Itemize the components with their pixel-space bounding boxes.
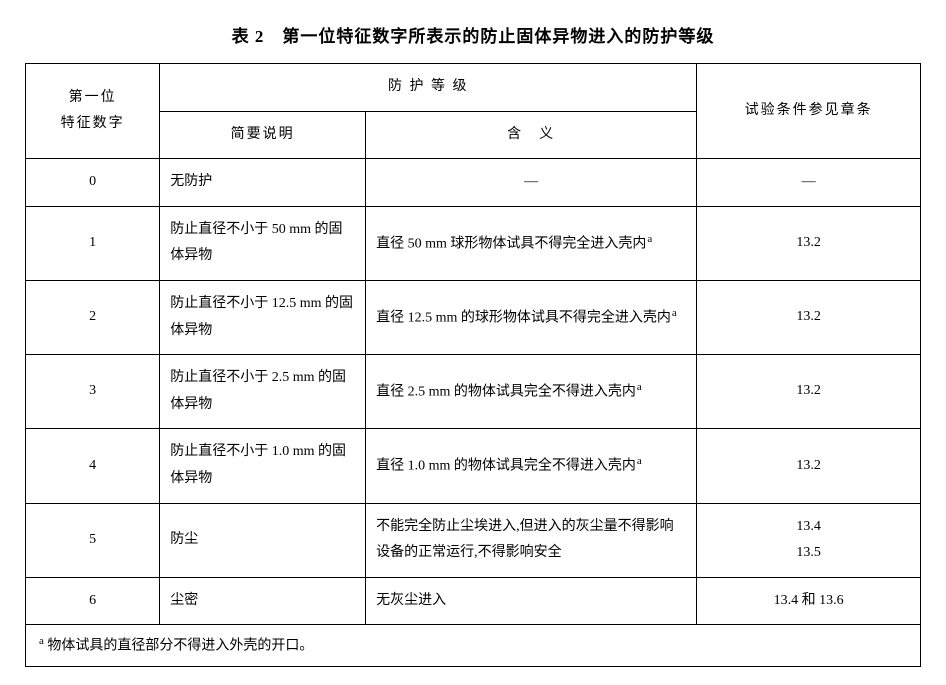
cell-digit: 4 [26, 429, 160, 503]
table-caption: 表 2 第一位特征数字所表示的防止固体异物进入的防护等级 [25, 22, 921, 47]
cell-test: 13.4 和 13.6 [697, 577, 921, 625]
table-row: 0无防护—— [26, 159, 921, 207]
header-digit-line1: 第一位 [36, 85, 149, 112]
cell-digit: 1 [26, 206, 160, 280]
table-row: 5防尘不能完全防止尘埃进入,但进入的灰尘量不得影响设备的正常运行,不得影响安全1… [26, 503, 921, 577]
table-row: 3防止直径不小于 2.5 mm 的固体异物直径 2.5 mm 的物体试具完全不得… [26, 355, 921, 429]
cell-brief: 防止直径不小于 12.5 mm 的固体异物 [160, 280, 366, 354]
footnote-ref: a [672, 307, 677, 319]
cell-digit: 6 [26, 577, 160, 625]
header-digit: 第一位 特征数字 [26, 64, 160, 159]
cell-meaning: 直径 1.0 mm 的物体试具完全不得进入壳内a [366, 429, 697, 503]
protection-grade-table: 第一位 特征数字 防 护 等 级 试验条件参见章条 简要说明 含 义 0无防护—… [25, 63, 921, 667]
cell-brief: 防尘 [160, 503, 366, 577]
table-body: 0无防护——1防止直径不小于 50 mm 的固体异物直径 50 mm 球形物体试… [26, 159, 921, 625]
footnote-ref: a [637, 455, 642, 467]
cell-test: 13.413.5 [697, 503, 921, 577]
cell-brief: 尘密 [160, 577, 366, 625]
header-group: 防 护 等 级 [160, 64, 697, 112]
cell-meaning: 无灰尘进入 [366, 577, 697, 625]
cell-brief: 防止直径不小于 2.5 mm 的固体异物 [160, 355, 366, 429]
footnote-ref: a [647, 233, 652, 245]
cell-test: 13.2 [697, 206, 921, 280]
header-digit-line2: 特征数字 [36, 111, 149, 138]
table-row: 2防止直径不小于 12.5 mm 的固体异物直径 12.5 mm 的球形物体试具… [26, 280, 921, 354]
table-row: 6尘密无灰尘进入13.4 和 13.6 [26, 577, 921, 625]
cell-digit: 5 [26, 503, 160, 577]
cell-test: — [697, 159, 921, 207]
cell-brief: 防止直径不小于 50 mm 的固体异物 [160, 206, 366, 280]
cell-digit: 3 [26, 355, 160, 429]
cell-meaning: 直径 50 mm 球形物体试具不得完全进入壳内a [366, 206, 697, 280]
cell-test: 13.2 [697, 429, 921, 503]
cell-meaning: — [366, 159, 697, 207]
table-row: 1防止直径不小于 50 mm 的固体异物直径 50 mm 球形物体试具不得完全进… [26, 206, 921, 280]
cell-test: 13.2 [697, 280, 921, 354]
header-test: 试验条件参见章条 [697, 64, 921, 159]
cell-test: 13.2 [697, 355, 921, 429]
cell-digit: 2 [26, 280, 160, 354]
cell-brief: 无防护 [160, 159, 366, 207]
cell-digit: 0 [26, 159, 160, 207]
cell-meaning: 不能完全防止尘埃进入,但进入的灰尘量不得影响设备的正常运行,不得影响安全 [366, 503, 697, 577]
cell-meaning: 直径 12.5 mm 的球形物体试具不得完全进入壳内a [366, 280, 697, 354]
footnote-text: 物体试具的直径部分不得进入外壳的开口。 [47, 639, 313, 654]
cell-meaning: 直径 2.5 mm 的物体试具完全不得进入壳内a [366, 355, 697, 429]
header-meaning: 含 义 [366, 111, 697, 159]
header-brief: 简要说明 [160, 111, 366, 159]
cell-brief: 防止直径不小于 1.0 mm 的固体异物 [160, 429, 366, 503]
table-header-row-1: 第一位 特征数字 防 护 等 级 试验条件参见章条 [26, 64, 921, 112]
footnote-ref: a [637, 381, 642, 393]
table-row: 4防止直径不小于 1.0 mm 的固体异物直径 1.0 mm 的物体试具完全不得… [26, 429, 921, 503]
